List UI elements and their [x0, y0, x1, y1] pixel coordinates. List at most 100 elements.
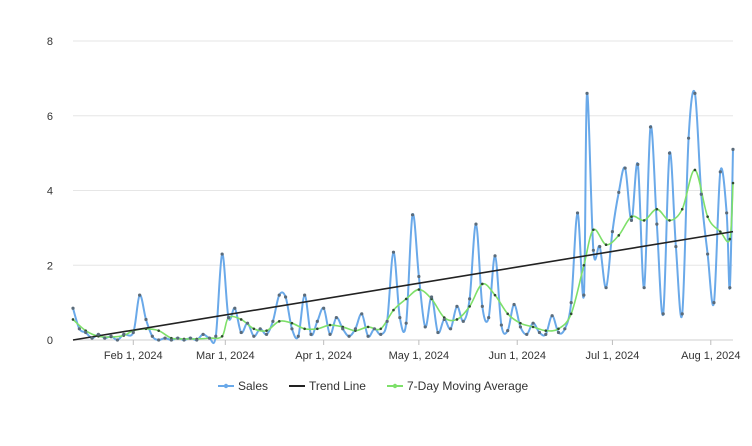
moving-average-point[interactable] [569, 312, 573, 316]
moving-average-point[interactable] [655, 207, 659, 211]
sales-point[interactable] [499, 323, 503, 327]
sales-point[interactable] [725, 211, 729, 215]
moving-average-point[interactable] [468, 305, 471, 308]
moving-average-point[interactable] [71, 318, 75, 321]
sales-point[interactable] [686, 136, 691, 140]
sales-point[interactable] [264, 332, 269, 336]
moving-average-point[interactable] [157, 329, 160, 332]
moving-average-point[interactable] [668, 219, 671, 222]
sales-point[interactable] [290, 327, 294, 331]
sales-point[interactable] [648, 125, 653, 129]
moving-average-point[interactable] [506, 312, 510, 316]
moving-average-point[interactable] [366, 325, 370, 329]
sales-point[interactable] [226, 315, 231, 320]
sales-point[interactable] [195, 338, 199, 342]
sales-point[interactable] [398, 315, 402, 320]
sales-point[interactable] [372, 327, 377, 331]
sales-point[interactable] [360, 312, 364, 316]
sales-point[interactable] [617, 190, 621, 194]
sales-point[interactable] [188, 336, 193, 340]
moving-average-point[interactable] [519, 321, 522, 325]
sales-point[interactable] [531, 321, 535, 325]
moving-average-point[interactable] [617, 234, 621, 237]
sales-point[interactable] [271, 319, 275, 323]
sales-point[interactable] [303, 293, 307, 297]
sales-point[interactable] [379, 332, 383, 336]
sales-point[interactable] [537, 330, 542, 335]
sales-point[interactable] [115, 338, 120, 342]
sales-point[interactable] [410, 213, 415, 217]
moving-average-point[interactable] [557, 327, 560, 331]
sales-point[interactable] [680, 312, 684, 316]
sales-point[interactable] [109, 334, 113, 338]
moving-average-point[interactable] [493, 293, 497, 297]
sales-point[interactable] [131, 330, 135, 335]
moving-average-point[interactable] [642, 219, 646, 222]
moving-average-point[interactable] [277, 320, 281, 323]
moving-average-point[interactable] [680, 207, 684, 211]
sales-point[interactable] [598, 244, 602, 249]
sales-point[interactable] [417, 274, 421, 279]
sales-point[interactable] [71, 306, 75, 310]
moving-average-point[interactable] [731, 181, 735, 185]
sales-point[interactable] [480, 304, 484, 308]
sales-point[interactable] [575, 211, 580, 215]
sales-point[interactable] [77, 327, 81, 331]
sales-point[interactable] [182, 338, 186, 342]
moving-average-point[interactable] [693, 168, 697, 172]
moving-average-point[interactable] [417, 288, 421, 291]
sales-point[interactable] [712, 301, 716, 305]
sales-point[interactable] [556, 330, 561, 335]
sales-point[interactable] [404, 321, 408, 325]
sales-point[interactable] [90, 336, 94, 340]
sales-point[interactable] [582, 293, 586, 297]
sales-point[interactable] [718, 170, 722, 174]
sales-point[interactable] [258, 327, 262, 331]
sales-point[interactable] [252, 334, 256, 338]
moving-average-point[interactable] [719, 230, 722, 233]
sales-point[interactable] [277, 293, 281, 297]
sales-point[interactable] [629, 218, 634, 222]
sales-point[interactable] [731, 147, 735, 151]
sales-point[interactable] [341, 327, 345, 331]
sales-point[interactable] [699, 192, 703, 196]
sales-point[interactable] [322, 306, 326, 310]
sales-point[interactable] [366, 334, 370, 338]
sales-point[interactable] [436, 330, 440, 335]
moving-average-point[interactable] [404, 297, 408, 301]
sales-point[interactable] [563, 327, 567, 331]
sales-point[interactable] [525, 332, 529, 336]
moving-average-point[interactable] [265, 329, 268, 332]
sales-point[interactable] [144, 317, 148, 322]
sales-point[interactable] [655, 222, 659, 226]
sales-point[interactable] [585, 91, 589, 95]
sales-point[interactable] [245, 321, 250, 325]
moving-average-point[interactable] [604, 243, 608, 246]
sales-point[interactable] [391, 250, 396, 254]
sales-point[interactable] [347, 334, 351, 338]
sales-point[interactable] [309, 332, 313, 336]
sales-point[interactable] [429, 295, 434, 299]
sales-point[interactable] [315, 319, 319, 323]
sales-point[interactable] [493, 254, 497, 258]
moving-average-point[interactable] [303, 327, 306, 331]
sales-point[interactable] [474, 222, 478, 226]
moving-average-point[interactable] [239, 318, 243, 321]
moving-average-point[interactable] [392, 308, 395, 312]
sales-point[interactable] [706, 252, 710, 256]
sales-point[interactable] [610, 230, 615, 234]
sales-point[interactable] [544, 332, 548, 336]
sales-point[interactable] [220, 252, 224, 256]
sales-point[interactable] [385, 319, 389, 323]
sales-point[interactable] [207, 336, 212, 340]
sales-point[interactable] [138, 293, 142, 297]
moving-average-point[interactable] [290, 321, 294, 325]
moving-average-point[interactable] [531, 325, 535, 329]
sales-point[interactable] [201, 332, 205, 336]
sales-point[interactable] [512, 302, 516, 307]
moving-average-point[interactable] [544, 329, 548, 332]
sales-point[interactable] [667, 151, 672, 155]
trend-series-line[interactable] [72, 230, 734, 341]
moving-average-point[interactable] [316, 327, 319, 331]
moving-average-point[interactable] [630, 215, 633, 218]
